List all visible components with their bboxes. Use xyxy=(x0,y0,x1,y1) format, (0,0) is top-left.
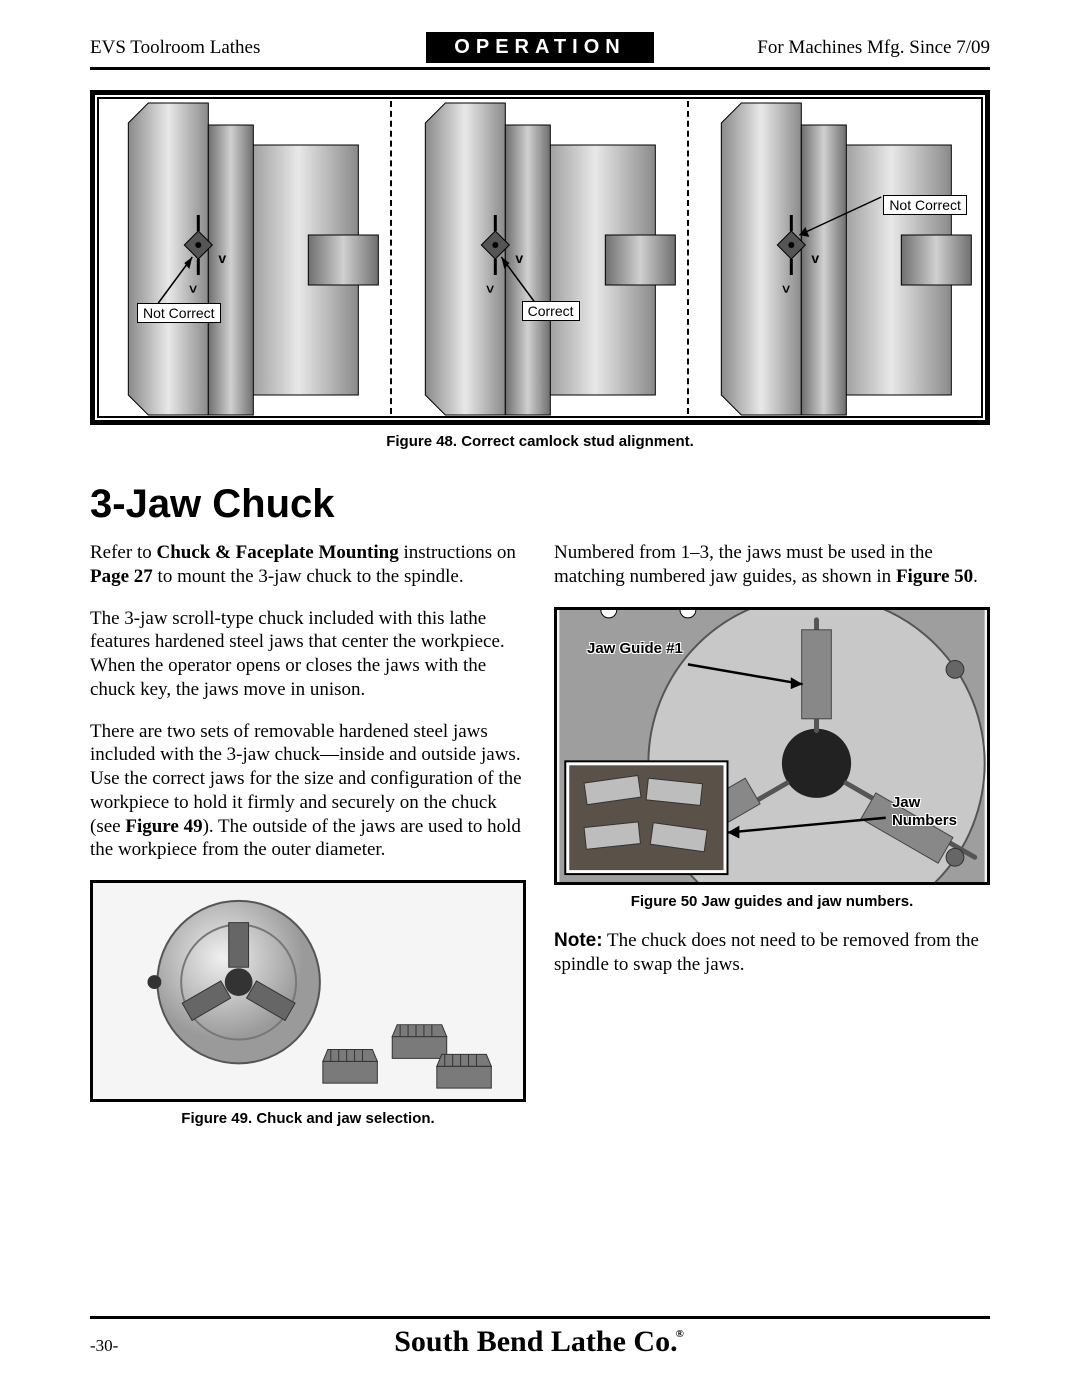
page-footer: -30- South Bend Lathe Co.® xyxy=(90,1316,990,1359)
svg-text:>: > xyxy=(482,285,498,293)
svg-text:v: v xyxy=(218,250,226,266)
para-r1: Numbered from 1–3, the jaws must be used… xyxy=(554,541,990,589)
left-column: Refer to Chuck & Faceplate Mounting inst… xyxy=(90,541,526,1147)
figure-50-caption: Figure 50 Jaw guides and jaw numbers. xyxy=(554,893,990,912)
fig48-label-not-correct-1: Not Correct xyxy=(137,303,221,323)
figure-48-diagram: v > Not Correct xyxy=(90,90,990,425)
fig48-label-correct: Correct xyxy=(522,301,580,321)
brand-name: South Bend Lathe Co.® xyxy=(150,1325,930,1359)
figure-48-caption: Figure 48. Correct camlock stud alignmen… xyxy=(90,433,990,450)
para-1: Refer to Chuck & Faceplate Mounting inst… xyxy=(90,541,526,589)
svg-text:v: v xyxy=(515,250,523,266)
section-title: 3-Jaw Chuck xyxy=(90,482,990,527)
svg-text:>: > xyxy=(779,285,795,293)
para-3: There are two sets of removable hardened… xyxy=(90,720,526,863)
svg-text:v: v xyxy=(812,250,820,266)
figure-49-caption: Figure 49. Chuck and jaw selection. xyxy=(90,1110,526,1129)
figure-50-image: Jaw Guide #1 Jaw Numbers xyxy=(554,607,990,885)
fig50-label-numbers: Jaw Numbers xyxy=(892,794,957,832)
page-header: EVS Toolroom Lathes OPERATION For Machin… xyxy=(90,32,990,70)
header-left: EVS Toolroom Lathes xyxy=(90,37,426,59)
header-right: For Machines Mfg. Since 7/09 xyxy=(654,37,990,59)
page-number: -30- xyxy=(90,1336,150,1356)
figure-49-image xyxy=(90,880,526,1102)
svg-text:>: > xyxy=(185,285,201,293)
fig48-label-not-correct-2: Not Correct xyxy=(883,195,967,215)
fig50-label-guide: Jaw Guide #1 xyxy=(587,640,683,659)
para-2: The 3-jaw scroll-type chuck included wit… xyxy=(90,607,526,702)
para-note: Note: The chuck does not need to be remo… xyxy=(554,929,990,977)
header-section-badge: OPERATION xyxy=(426,32,653,63)
right-column: Numbered from 1–3, the jaws must be used… xyxy=(554,541,990,1147)
